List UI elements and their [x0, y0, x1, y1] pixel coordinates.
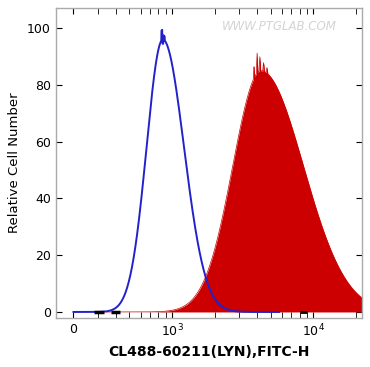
Y-axis label: Relative Cell Number: Relative Cell Number [9, 93, 21, 233]
X-axis label: CL488-60211(LYN),FITC-H: CL488-60211(LYN),FITC-H [108, 345, 309, 359]
Text: WWW.PTGLAB.COM: WWW.PTGLAB.COM [222, 21, 336, 33]
